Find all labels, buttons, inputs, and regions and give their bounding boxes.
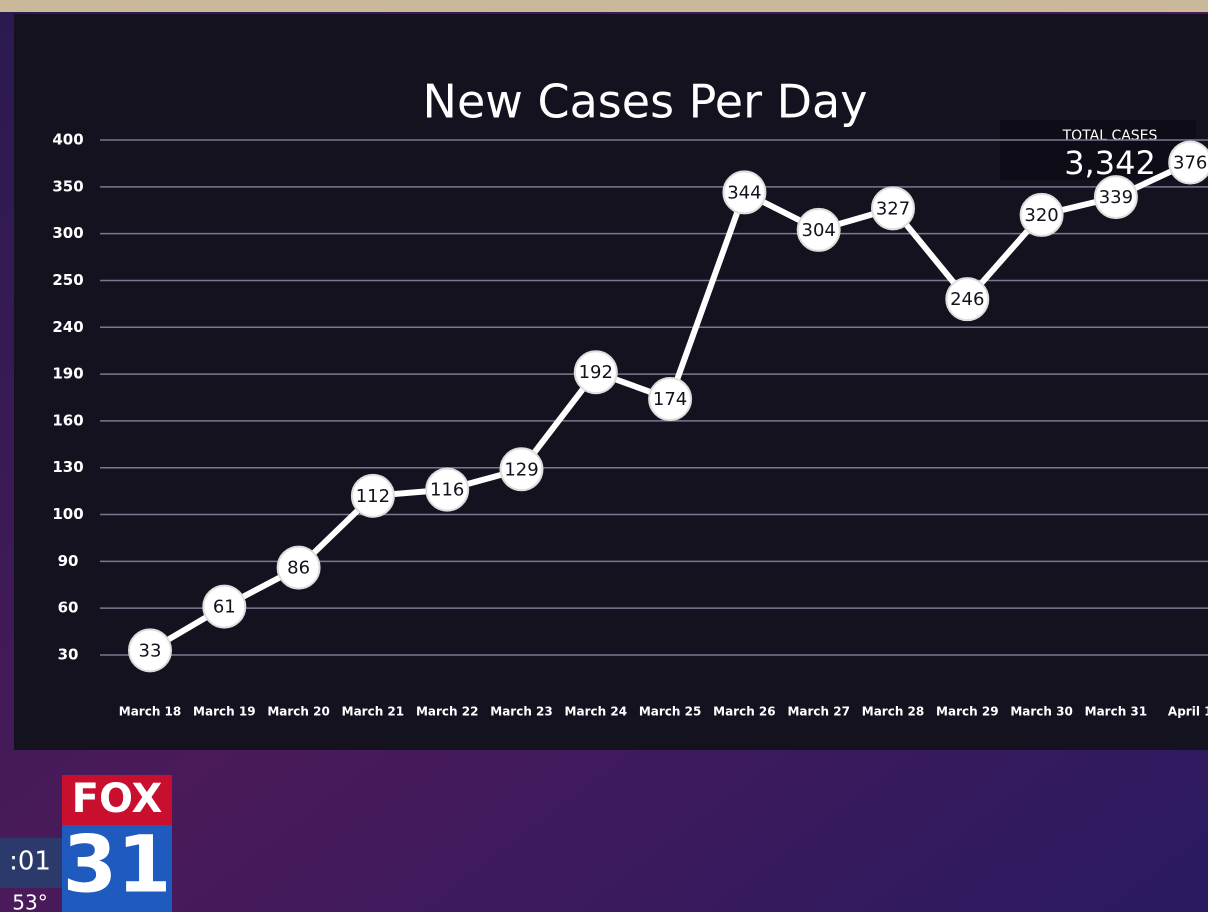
point (276, 545, 321, 590)
point-label: 86 (287, 558, 310, 579)
y-tick-label: 250 (52, 271, 83, 289)
x-tick-label: April 1 (1168, 705, 1208, 719)
clock-bg (0, 838, 62, 888)
point (425, 467, 470, 512)
point-label: 33 (139, 640, 162, 661)
point-label: 304 (802, 220, 836, 241)
clock: :01 (9, 847, 51, 877)
point-label: 339 (1099, 187, 1133, 208)
total-box (1000, 120, 1196, 180)
point (573, 350, 618, 395)
logo-number: 31 (63, 820, 172, 910)
point-label: 116 (430, 480, 464, 501)
y-tick-label: 130 (52, 458, 83, 476)
point-label: 344 (727, 182, 761, 203)
point (350, 473, 395, 518)
y-tick-label: 60 (58, 599, 79, 617)
point (202, 584, 247, 629)
x-tick-label: March 25 (639, 705, 702, 719)
point (1093, 175, 1138, 220)
point (722, 170, 767, 215)
point-label: 129 (504, 459, 538, 480)
chart-title: New Cases Per Day (423, 75, 868, 129)
total-label: TOTAL CASES (1062, 128, 1158, 144)
y-tick-label: 350 (52, 177, 83, 195)
point (871, 186, 915, 231)
x-tick-label: March 31 (1085, 705, 1148, 719)
point-label: 174 (653, 389, 687, 410)
point-label: 376 (1173, 152, 1207, 173)
point (499, 447, 544, 492)
x-tick-label: March 28 (862, 705, 925, 719)
y-tick-label: 400 (52, 131, 83, 149)
point (1168, 140, 1208, 185)
y-tick-label: 100 (52, 505, 83, 523)
y-tick-label: 30 (58, 646, 79, 664)
x-tick-label: March 30 (1010, 705, 1073, 719)
y-tick-label: 300 (52, 224, 83, 242)
x-tick-label: March 29 (936, 705, 999, 719)
x-tick-label: March 23 (490, 705, 553, 719)
x-tick-label: March 18 (119, 705, 182, 719)
point-label: 61 (213, 597, 236, 618)
point (945, 277, 990, 322)
y-tick-label: 160 (52, 411, 83, 429)
logo-top-bg (62, 775, 172, 825)
y-tick-label: 240 (52, 318, 83, 336)
y-tick-label: 90 (58, 552, 79, 570)
point (128, 628, 172, 673)
point-label: 246 (950, 289, 984, 310)
point-label: 112 (356, 486, 390, 507)
x-tick-label: March 19 (193, 705, 256, 719)
temperature: 53° (12, 891, 47, 912)
point-label: 192 (579, 362, 613, 383)
total-value: 3,342 (1064, 144, 1156, 182)
x-tick-label: March 21 (342, 705, 405, 719)
x-tick-label: March 27 (787, 705, 850, 719)
x-tick-label: March 20 (267, 705, 330, 719)
y-tick-label: 190 (52, 365, 83, 383)
point (648, 377, 693, 422)
wall (0, 0, 1208, 12)
x-tick-label: March 26 (713, 705, 776, 719)
point (796, 207, 841, 252)
logo-bottom-bg (62, 825, 172, 912)
point-label: 320 (1024, 205, 1058, 226)
point (1019, 192, 1064, 237)
logo-top: FOX (72, 776, 163, 822)
point-label: 327 (876, 198, 910, 219)
x-tick-label: March 22 (416, 705, 479, 719)
x-tick-label: March 24 (565, 705, 628, 719)
